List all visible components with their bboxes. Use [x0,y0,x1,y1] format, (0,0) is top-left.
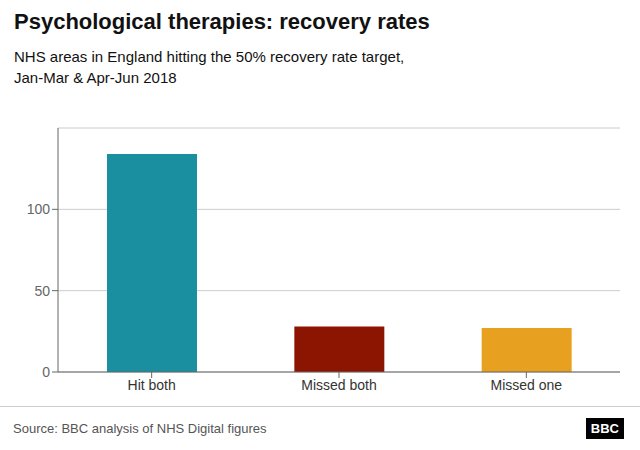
html-text:NHS areas in England hitting t: NHS areas in England hitting the 50% rec… [14,47,405,87]
svg-text:Hit both: Hit both [128,377,176,393]
svg-text:100: 100 [27,201,51,217]
html-text:Psychological therapies: recov: Psychological therapies: recovery rates [14,9,430,34]
html-text:Source: BBC analysis of NHS Di: Source: BBC analysis of NHS Digital figu… [13,421,267,436]
svg-text:Missed one: Missed one [491,377,563,393]
svg-text:50: 50 [34,283,50,299]
svg-text:Missed both: Missed both [301,377,376,393]
svg-text:0: 0 [42,364,50,380]
html-text:BBC: BBC [590,421,619,436]
